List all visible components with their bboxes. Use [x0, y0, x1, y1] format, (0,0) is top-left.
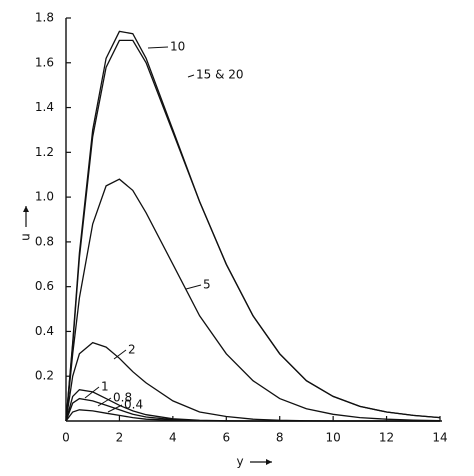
line-series — [65, 39, 441, 422]
leader-line — [147, 46, 169, 49]
y-tick-label: 1.8 — [35, 11, 54, 25]
y-tick-label: 0.2 — [35, 369, 54, 383]
y-tick-label: 0.4 — [35, 324, 54, 338]
y-tick-label: 1.6 — [35, 55, 54, 69]
leader-line — [185, 284, 202, 290]
series-label: 0.8 — [113, 391, 132, 405]
leader-line — [84, 386, 100, 399]
x-tick-label: 10 — [326, 431, 341, 445]
line-series — [65, 409, 440, 422]
series-label: 1 — [101, 380, 109, 394]
x-arrow-head — [266, 459, 272, 465]
y-arrow-head — [23, 206, 29, 212]
x-tick-label: 0 — [62, 431, 70, 445]
y-tick-label: 1.4 — [35, 100, 54, 114]
series-label: 10 — [170, 40, 185, 54]
x-tick-label: 2 — [116, 431, 124, 445]
leader-line — [113, 349, 127, 360]
line-series — [65, 178, 441, 422]
y-tick-label: 0.6 — [35, 279, 54, 293]
leader-line — [187, 74, 195, 78]
y-axis-label: u — [19, 233, 33, 241]
x-tick-label: 6 — [222, 431, 230, 445]
leader-line — [107, 404, 123, 413]
line-series — [65, 341, 440, 422]
series-label: 2 — [128, 343, 136, 357]
series-label: 5 — [203, 278, 211, 292]
x-tick-label: 8 — [276, 431, 284, 445]
leader-line — [97, 397, 112, 407]
y-tick-label: 1.0 — [35, 190, 54, 204]
y-tick-label: 1.2 — [35, 145, 54, 159]
x-tick-label: 12 — [379, 431, 394, 445]
x-tick-label: 14 — [432, 431, 447, 445]
series-label: 0.4 — [124, 398, 143, 412]
series-label: 15 & 20 — [196, 68, 244, 82]
x-axis-label: y — [236, 455, 243, 469]
line-series — [65, 30, 441, 422]
x-tick-label: 4 — [169, 431, 177, 445]
y-tick-label: 0.8 — [35, 234, 54, 248]
